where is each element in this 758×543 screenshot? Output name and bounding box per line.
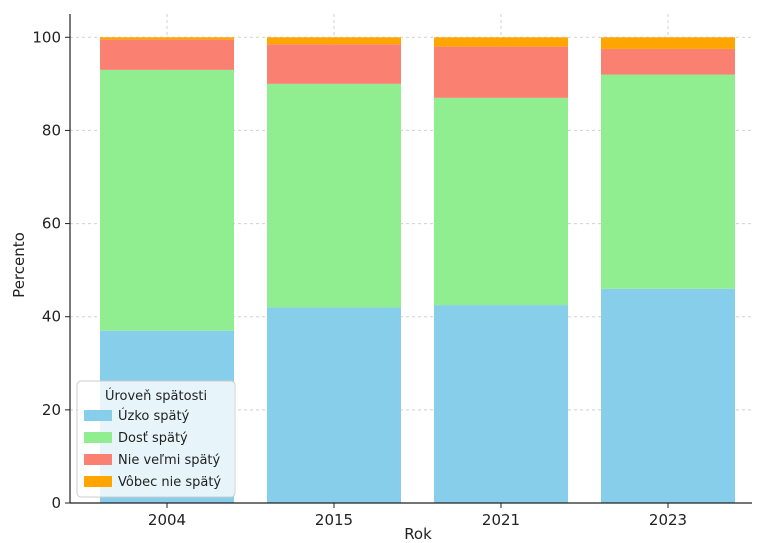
- y-tick-label: 20: [42, 401, 61, 419]
- legend-entry-label: Vôbec nie spätý: [118, 475, 221, 490]
- bar-segment: [267, 307, 401, 503]
- x-tick-label: 2023: [649, 511, 687, 529]
- bar-segment: [434, 46, 568, 98]
- y-tick-label: 100: [32, 28, 61, 46]
- x-tick-label: 2021: [482, 511, 520, 529]
- legend-swatch: [84, 410, 112, 421]
- bar-segment: [100, 69, 234, 331]
- bar-segment: [100, 37, 234, 40]
- y-axis-label: Percento: [10, 232, 28, 298]
- bar-segment: [434, 37, 568, 47]
- bar-segment: [267, 37, 401, 45]
- bar-segment: [601, 37, 735, 49]
- x-tick-label: 2015: [315, 511, 353, 529]
- x-tick-label: 2004: [148, 511, 186, 529]
- x-axis-label: Rok: [404, 525, 432, 543]
- bar-segment: [601, 288, 735, 503]
- bar-segment: [434, 97, 568, 306]
- axes: 0 20 40 60 80 100 2004 2015 2021 2023: [32, 14, 752, 529]
- legend-swatch: [84, 476, 112, 487]
- legend-entry-label: Dosť spätý: [118, 431, 188, 446]
- y-tick-label: 0: [51, 494, 61, 512]
- legend-entry-label: Nie veľmi spätý: [118, 453, 221, 468]
- legend-title: Úroveň spätosti: [105, 388, 207, 404]
- legend-box: [76, 380, 236, 498]
- legend-swatch: [84, 432, 112, 443]
- bar-segment: [601, 48, 735, 75]
- bars: [100, 37, 735, 503]
- legend-swatch: [84, 454, 112, 465]
- bar-segment: [267, 83, 401, 308]
- bar-segment: [267, 44, 401, 84]
- bar-segment: [100, 39, 234, 70]
- y-tick-label: 40: [42, 308, 61, 326]
- legend: Úroveň spätosti Úzko spätý Dosť spätý Nie …: [76, 380, 236, 498]
- bar-segment: [434, 305, 568, 503]
- legend-entry-label: Úzko spätý: [118, 408, 190, 424]
- y-tick-label: 60: [42, 215, 61, 233]
- y-tick-label: 80: [42, 121, 61, 139]
- bar-segment: [601, 74, 735, 289]
